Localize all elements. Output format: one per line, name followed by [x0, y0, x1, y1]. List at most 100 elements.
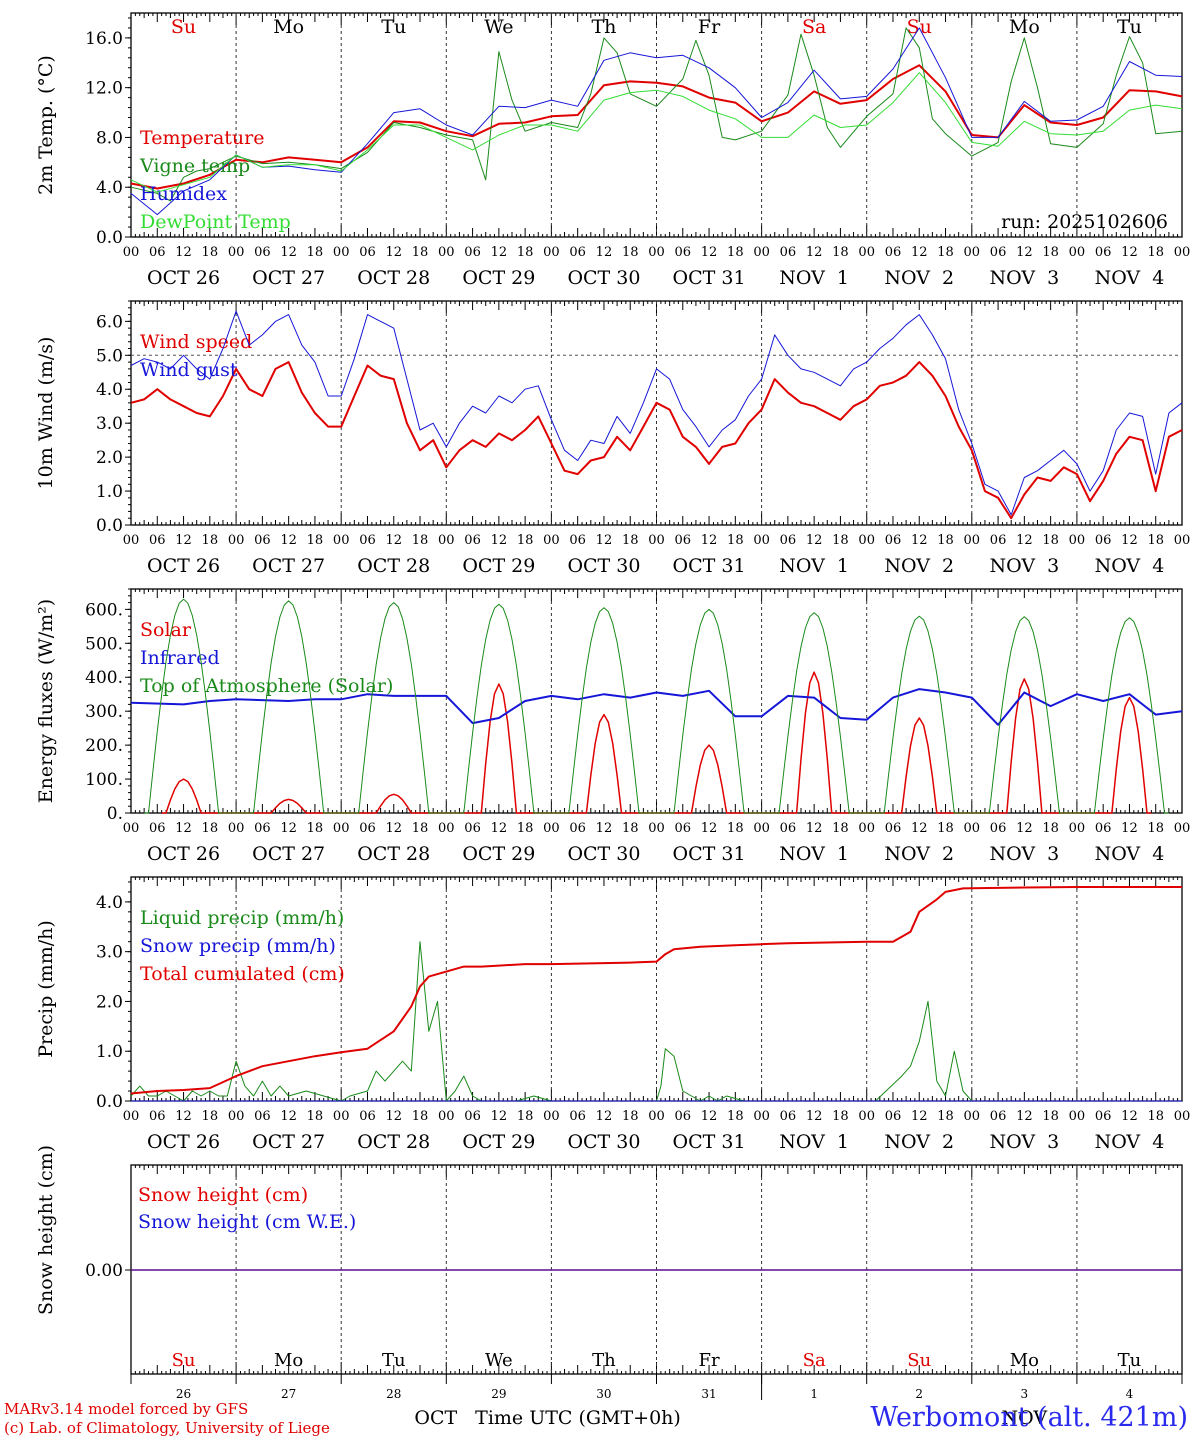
station-name: Werbomont (alt. 421m) — [870, 1402, 1188, 1433]
lab-credit: (c) Lab. of Climatology, University of L… — [4, 1419, 330, 1437]
energy-hour-tick-label: 00 — [228, 821, 245, 836]
temp-hour-tick-label: 18 — [622, 245, 639, 260]
energy-hour-tick-label: 00 — [858, 821, 875, 836]
wind-hour-tick-label: 12 — [701, 533, 718, 548]
temp-hour-tick-label: 06 — [885, 245, 902, 260]
temp-hour-tick-label: 12 — [1016, 245, 1033, 260]
temp-hour-tick-label: 12 — [1121, 245, 1138, 260]
snow-legend-entry: Snow height (cm) — [138, 1184, 308, 1206]
temp-legend-entry: Temperature — [140, 127, 264, 149]
temp-hour-tick-label: 18 — [412, 245, 429, 260]
precip-series-total-cumulated-cm — [130, 886, 1182, 1095]
weekday-label: Tu — [381, 16, 406, 38]
precip-ytick-label: 3.0 — [96, 943, 123, 963]
temp-date-label: NOV 2 — [884, 267, 954, 289]
temp-hour-tick-label: 06 — [569, 245, 586, 260]
day-number-label: 27 — [281, 1387, 296, 1401]
temp-series-humidex — [130, 27, 1183, 216]
temp-hour-tick-label: 00 — [543, 245, 560, 260]
temp-series-dewpoint-temp — [130, 72, 1183, 193]
energy-date-label: OCT 27 — [252, 843, 325, 865]
energy-hour-tick-label: 00 — [438, 821, 455, 836]
precip-hour-tick-label: 06 — [254, 1109, 271, 1124]
wind-hour-tick-label: 06 — [464, 533, 481, 548]
precip-hour-tick-label: 18 — [1147, 1109, 1164, 1124]
weekday-label: Su — [171, 16, 196, 38]
energy-hour-tick-label: 06 — [1095, 821, 1112, 836]
temp-legend-entry: Vigne temp — [139, 155, 250, 177]
energy-hour-tick-label: 06 — [569, 821, 586, 836]
snow-weekday-label: Tu — [1118, 1350, 1142, 1371]
temp-hour-tick-label: 06 — [464, 245, 481, 260]
energy-hour-tick-label: 12 — [280, 821, 297, 836]
precip-hour-tick-label: 12 — [385, 1109, 402, 1124]
energy-hour-tick-label: 18 — [1147, 821, 1164, 836]
temp-hour-tick-label: 00 — [753, 245, 770, 260]
energy-hour-tick-label: 12 — [491, 821, 508, 836]
wind-hour-tick-label: 06 — [675, 533, 692, 548]
energy-ytick-label: 600. — [85, 600, 123, 620]
precip-hour-tick-label: 18 — [202, 1109, 219, 1124]
wind-series-wind-speed — [130, 361, 1183, 520]
wind-hour-tick-label: 06 — [1095, 533, 1112, 548]
precip-ytick-label: 0.0 — [96, 1092, 123, 1112]
temp-legend-entry: Humidex — [140, 183, 227, 205]
day-number-label: 30 — [596, 1387, 611, 1401]
energy-legend-entry: Top of Atmosphere (Solar) — [140, 675, 393, 697]
wind-hour-tick-label: 12 — [911, 533, 928, 548]
wind-hour-tick-label: 00 — [858, 533, 875, 548]
wind-hour-tick-label: 12 — [491, 533, 508, 548]
weekday-label: Su — [907, 16, 932, 38]
temp-hour-tick-label: 12 — [280, 245, 297, 260]
energy-date-label: NOV 4 — [1095, 843, 1165, 865]
snow-weekday-label: Su — [172, 1350, 196, 1371]
temp-hour-tick-label: 18 — [1147, 245, 1164, 260]
wind-hour-tick-label: 00 — [438, 533, 455, 548]
energy-ytick-label: 300. — [85, 702, 123, 722]
temp-date-label: OCT 30 — [567, 267, 640, 289]
weekday-label: Mo — [1009, 16, 1040, 38]
wind-hour-tick-label: 18 — [517, 533, 534, 548]
energy-ytick-label: 100. — [85, 770, 123, 790]
wind-date-label: OCT 28 — [357, 555, 430, 577]
x-axis-label: Time UTC (GMT+0h) — [475, 1407, 681, 1429]
wind-date-label: NOV 3 — [989, 555, 1059, 577]
energy-ytick-label: 0. — [107, 804, 123, 824]
day-number-label: 31 — [701, 1387, 716, 1401]
wind-legend-entry: Wind speed — [140, 331, 252, 353]
energy-hour-tick-label: 06 — [359, 821, 376, 836]
temp-date-label: NOV 4 — [1095, 267, 1165, 289]
weekday-label: Mo — [273, 16, 304, 38]
temp-hour-tick-label: 18 — [307, 245, 324, 260]
snow-weekday-label: Th — [592, 1350, 616, 1371]
wind-hour-tick-label: 12 — [1016, 533, 1033, 548]
temp-hour-tick-label: 18 — [202, 245, 219, 260]
precip-date-label: OCT 28 — [357, 1131, 430, 1153]
energy-hour-tick-label: 00 — [543, 821, 560, 836]
wind-hour-tick-label: 18 — [1042, 533, 1059, 548]
precip-ytick-label: 1.0 — [96, 1042, 123, 1062]
temp-hour-tick-label: 18 — [727, 245, 744, 260]
energy-hour-tick-label: 06 — [990, 821, 1007, 836]
precip-date-label: OCT 31 — [673, 1131, 746, 1153]
energy-hour-tick-label: 06 — [149, 821, 166, 836]
temp-ytick-label: 16.0 — [85, 29, 123, 49]
wind-hour-tick-label: 18 — [832, 533, 849, 548]
month-label-oct: OCT — [414, 1407, 457, 1429]
precip-date-label: OCT 29 — [462, 1131, 535, 1153]
day-number-label: 29 — [491, 1387, 506, 1401]
energy-hour-tick-label: 06 — [464, 821, 481, 836]
temp-hour-tick-label: 18 — [937, 245, 954, 260]
energy-date-label: NOV 2 — [884, 843, 954, 865]
temp-hour-tick-label: 00 — [228, 245, 245, 260]
precip-hour-tick-label: 06 — [675, 1109, 692, 1124]
snow-weekday-label: Tu — [382, 1350, 406, 1371]
energy-ytick-label: 200. — [85, 736, 123, 756]
wind-hour-tick-label: 18 — [1147, 533, 1164, 548]
precip-hour-tick-label: 18 — [412, 1109, 429, 1124]
day-number-label: 4 — [1126, 1387, 1134, 1401]
precip-hour-tick-label: 00 — [543, 1109, 560, 1124]
temp-hour-tick-label: 06 — [990, 245, 1007, 260]
wind-hour-tick-label: 00 — [333, 533, 350, 548]
temp-hour-tick-label: 06 — [254, 245, 271, 260]
